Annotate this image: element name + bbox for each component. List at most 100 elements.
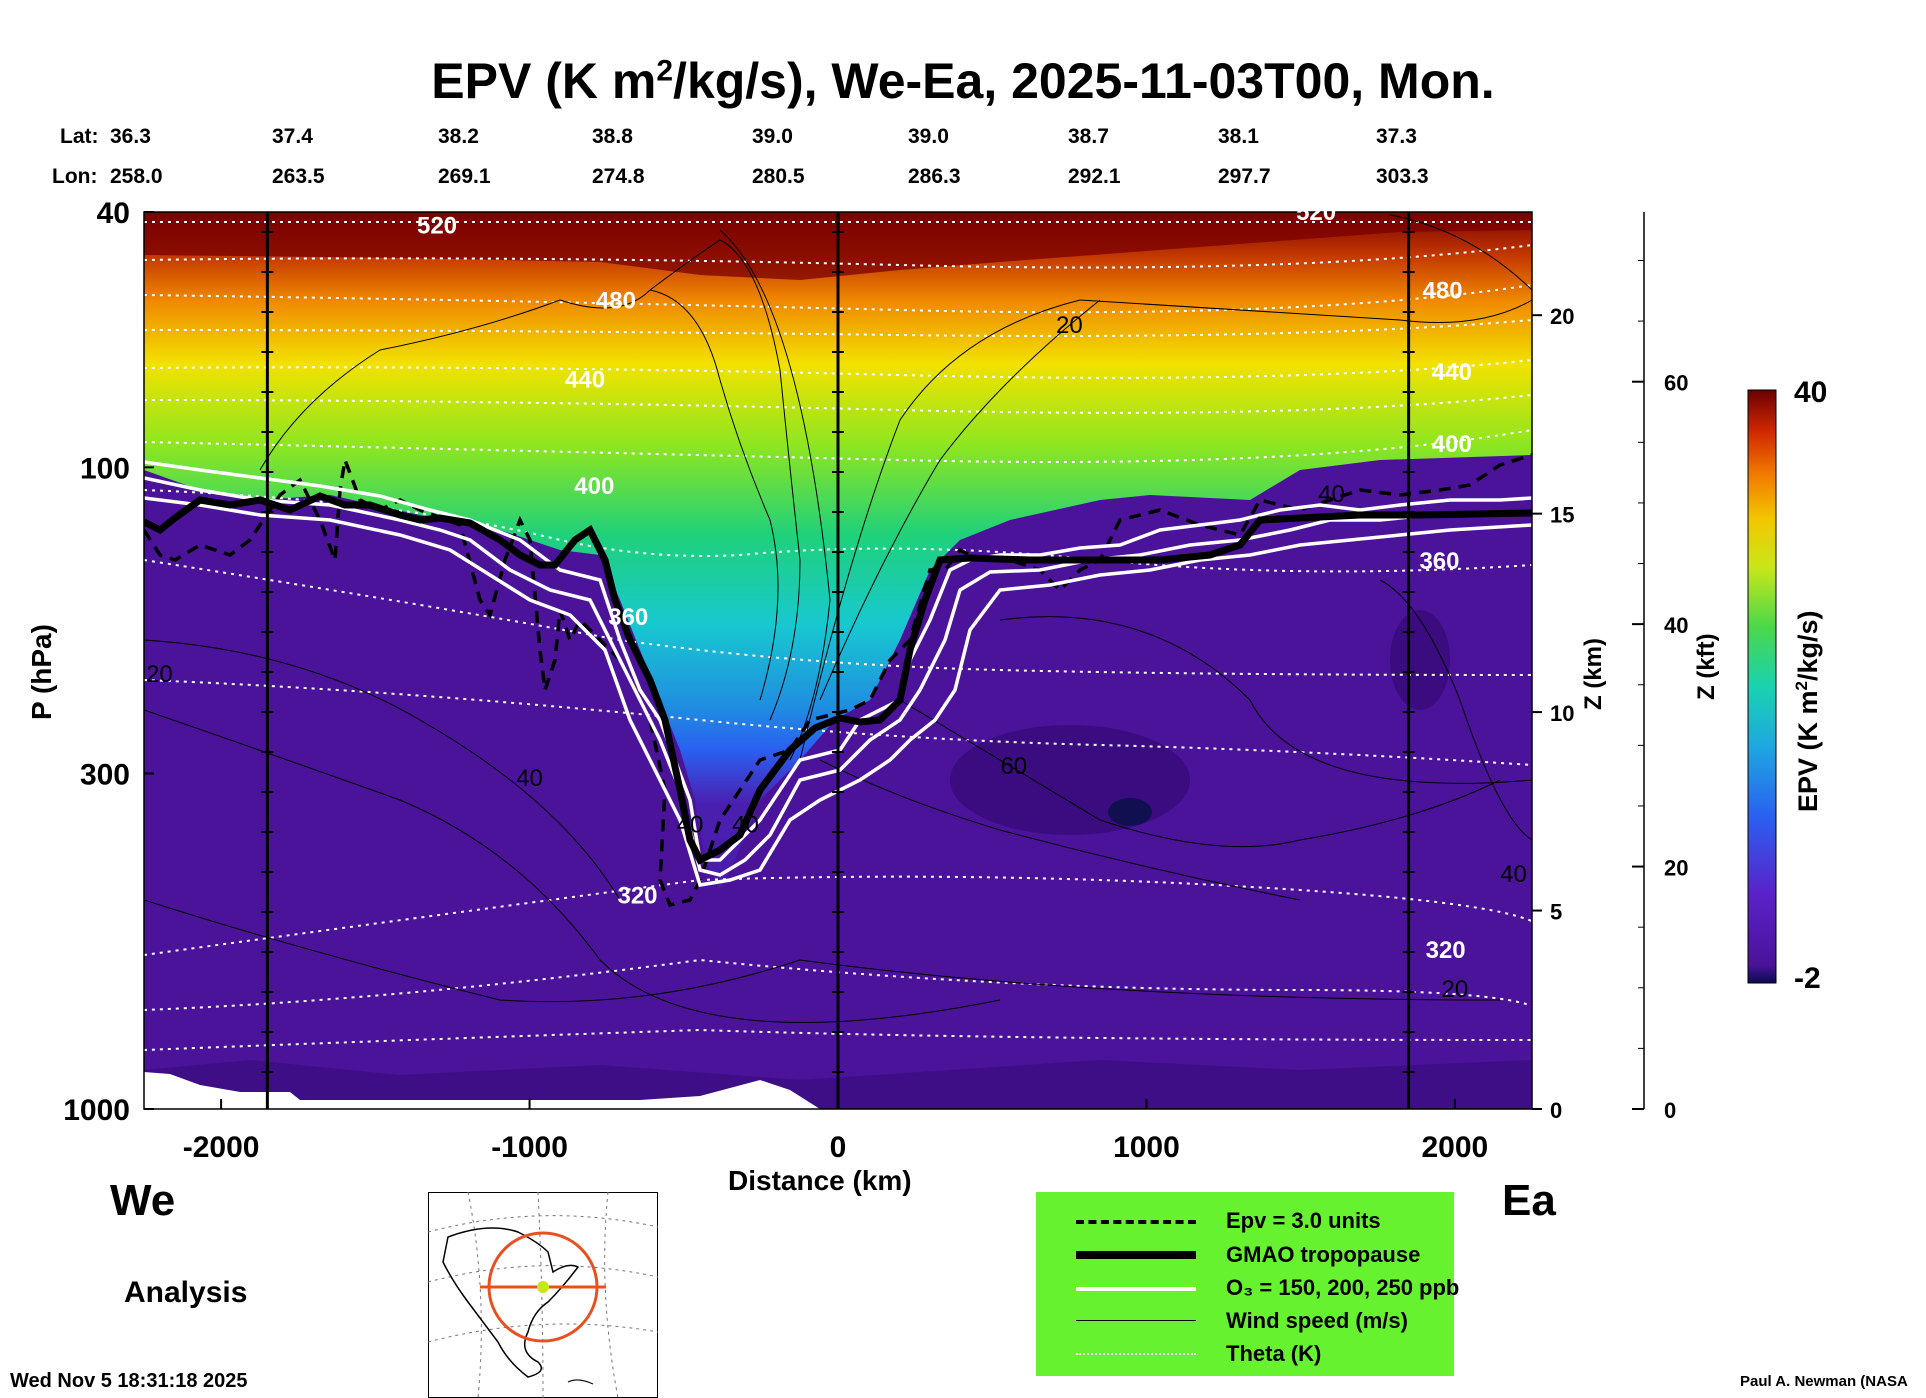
lat-value: 39.0 — [752, 125, 793, 148]
map-graticule — [428, 1192, 658, 1398]
legend-item: GMAO tropopause — [1036, 1242, 1454, 1272]
theta-contour-label: 400 — [574, 473, 614, 500]
lon-value: 263.5 — [272, 165, 325, 188]
z-kft-tick-label: 60 — [1664, 371, 1688, 396]
legend-item: Wind speed (m/s) — [1036, 1308, 1454, 1338]
y-tick-label: 300 — [80, 758, 130, 791]
map-coastline-north-america — [442, 1227, 580, 1378]
x-tick-label: 1000 — [1113, 1131, 1180, 1164]
lon-value: 292.1 — [1068, 165, 1121, 188]
legend-dotted-swatch — [1076, 1353, 1196, 1355]
colorbar-min-label: -2 — [1794, 962, 1821, 995]
east-label: Ea — [1502, 1176, 1556, 1225]
map-coastline-caribbean — [567, 1379, 594, 1385]
lat-value: 39.0 — [908, 125, 949, 148]
theta-contour-label: 440 — [1432, 359, 1472, 386]
z-kft-tick-label: 40 — [1664, 613, 1688, 638]
locator-map-frame — [428, 1192, 658, 1398]
z-kft-tick-label: 0 — [1664, 1098, 1676, 1123]
plot-area — [144, 212, 1532, 1109]
chart-title: EPV (K m2/kg/s), We-Ea, 2025-11-03T00, M… — [431, 53, 1495, 109]
lon-value: 286.3 — [908, 165, 961, 188]
lat-row-label: Lat: — [60, 125, 99, 148]
theta-contour-label: 520 — [417, 213, 457, 240]
legend-dashed-swatch — [1076, 1220, 1196, 1224]
x-tick-label: -1000 — [491, 1131, 568, 1164]
epv-min-spot — [1108, 798, 1152, 826]
legend-thick-swatch — [1076, 1251, 1196, 1259]
theta-contour-label: 320 — [1426, 937, 1466, 964]
legend-white-swatch — [1076, 1287, 1196, 1291]
z-km-tick-label: 20 — [1550, 304, 1574, 329]
theta-contour-label: 400 — [1432, 431, 1472, 458]
z-km-tick-label: 5 — [1550, 900, 1562, 925]
theta-contour-label: 440 — [565, 367, 605, 394]
z-kft-title-text: Z (kft) — [1693, 633, 1720, 700]
epv-low-region-east — [1390, 610, 1450, 710]
x-tick-label: 2000 — [1422, 1131, 1489, 1164]
wind-contour-label: 60 — [1000, 753, 1027, 780]
z-km-tick-label: 10 — [1550, 701, 1574, 726]
z-km-tick-label: 0 — [1550, 1098, 1562, 1123]
lat-value: 38.7 — [1068, 125, 1109, 148]
theta-contours — [144, 221, 1532, 1051]
theta-contour-label: 480 — [1423, 277, 1463, 304]
legend-item: Epv = 3.0 units — [1036, 1208, 1454, 1238]
z-kft-tick-label: 20 — [1664, 856, 1688, 881]
epv-3-contour — [144, 453, 1532, 908]
topography-mask — [144, 1072, 820, 1109]
lon-row-label: Lon: — [52, 165, 98, 188]
colorbar-max-label: 40 — [1794, 376, 1828, 409]
y-tick-label: 40 — [97, 197, 130, 230]
legend-item: Theta (K) — [1036, 1341, 1454, 1371]
legend-item-text: GMAO tropopause — [1226, 1242, 1421, 1267]
legend-item-text: Epv = 3.0 units — [1226, 1208, 1381, 1233]
lon-value: 274.8 — [592, 165, 645, 188]
lon-value: 303.3 — [1376, 165, 1429, 188]
y-tick-label: 1000 — [63, 1094, 130, 1127]
map-center-marker — [537, 1281, 549, 1293]
contour-labels: 520 480 440 400 360 320 520 480 440 400 360 320 20 40… — [146, 199, 1527, 1003]
wind-contour-label: 40 — [732, 811, 759, 838]
wind-contour-label: 20 — [146, 661, 173, 688]
lon-value: 280.5 — [752, 165, 805, 188]
ozone-contours — [144, 460, 1532, 887]
theta-contour-label: 520 — [1296, 199, 1336, 226]
lat-value: 36.3 — [110, 125, 151, 148]
lon-value: 297.7 — [1218, 165, 1271, 188]
lat-value: 38.1 — [1218, 125, 1259, 148]
gmao-tropopause — [144, 492, 1532, 865]
analysis-label: Analysis — [124, 1276, 248, 1309]
z-km-title-text: Z (km) — [1580, 638, 1607, 710]
legend-thin-swatch — [1076, 1320, 1196, 1321]
wind-contour-label: 40 — [677, 811, 704, 838]
wind-contour-label: 40 — [1318, 481, 1345, 508]
lon-value: 269.1 — [438, 165, 491, 188]
credit: Paul A. Newman (NASA — [1740, 1373, 1908, 1390]
wind-contour-label: 20 — [1056, 312, 1083, 339]
y-tick-label: 100 — [80, 452, 130, 485]
z-km-axis: 0 5 10 15 20 — [1532, 304, 1574, 1123]
lat-value: 37.3 — [1376, 125, 1417, 148]
west-label: We — [110, 1176, 176, 1225]
lon-value: 258.0 — [110, 165, 163, 188]
theta-contour-label: 360 — [608, 604, 648, 631]
wind-contour-label: 40 — [516, 765, 543, 792]
colorbar — [1747, 389, 1777, 984]
theta-contour-label: 480 — [596, 288, 636, 315]
epv-low-region — [950, 725, 1190, 835]
axes: -2000 -1000 0 1000 2000 40 100 300 1000 — [63, 197, 1488, 1164]
legend-item-text: Wind speed (m/s) — [1226, 1308, 1408, 1333]
legend-item-text: O₃ = 150, 200, 250 ppb — [1226, 1275, 1460, 1300]
theta-contour-label: 360 — [1419, 548, 1459, 575]
lat-value: 38.2 — [438, 125, 479, 148]
x-tick-label: -2000 — [183, 1131, 260, 1164]
lat-value: 38.8 — [592, 125, 633, 148]
wind-contour-label: 40 — [1500, 861, 1527, 888]
z-km-tick-label: 15 — [1550, 503, 1574, 528]
timestamp: Wed Nov 5 18:31:18 2025 — [10, 1370, 248, 1392]
legend-item-text: Theta (K) — [1226, 1341, 1322, 1366]
locator-map — [428, 1192, 658, 1398]
x-tick-label: 0 — [830, 1131, 847, 1164]
lat-value: 37.4 — [272, 125, 313, 148]
